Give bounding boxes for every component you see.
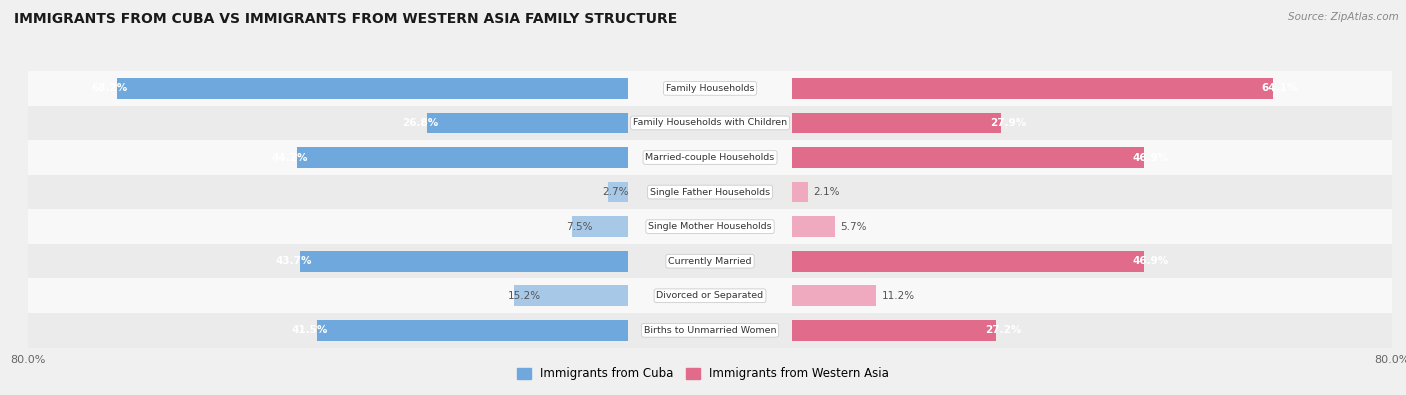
Bar: [607, 182, 628, 202]
Text: 15.2%: 15.2%: [508, 291, 541, 301]
Bar: [792, 244, 1392, 278]
Text: 41.5%: 41.5%: [292, 325, 328, 335]
Text: Single Father Households: Single Father Households: [650, 188, 770, 197]
Bar: [792, 175, 1392, 209]
Text: Married-couple Households: Married-couple Households: [645, 153, 775, 162]
Bar: [628, 313, 792, 348]
Text: IMMIGRANTS FROM CUBA VS IMMIGRANTS FROM WESTERN ASIA FAMILY STRUCTURE: IMMIGRANTS FROM CUBA VS IMMIGRANTS FROM …: [14, 12, 678, 26]
Text: Births to Unmarried Women: Births to Unmarried Women: [644, 326, 776, 335]
Text: 26.8%: 26.8%: [402, 118, 439, 128]
Text: 64.1%: 64.1%: [1261, 83, 1298, 93]
Text: 68.2%: 68.2%: [91, 83, 128, 93]
Bar: [427, 113, 628, 134]
Bar: [792, 71, 1392, 106]
Bar: [628, 209, 792, 244]
Bar: [792, 140, 1392, 175]
Text: 2.1%: 2.1%: [814, 187, 841, 197]
Text: Single Mother Households: Single Mother Households: [648, 222, 772, 231]
Bar: [515, 285, 628, 306]
Bar: [628, 244, 792, 278]
Text: Family Households: Family Households: [666, 84, 754, 93]
Bar: [301, 251, 628, 272]
Legend: Immigrants from Cuba, Immigrants from Western Asia: Immigrants from Cuba, Immigrants from We…: [512, 363, 894, 385]
Bar: [792, 313, 1392, 348]
Bar: [792, 278, 1392, 313]
Bar: [792, 320, 995, 340]
Bar: [28, 106, 628, 140]
Bar: [792, 113, 1001, 134]
Bar: [792, 251, 1143, 272]
Text: 43.7%: 43.7%: [276, 256, 312, 266]
Text: Family Households with Children: Family Households with Children: [633, 118, 787, 128]
Text: 2.7%: 2.7%: [602, 187, 628, 197]
Text: Divorced or Separated: Divorced or Separated: [657, 291, 763, 300]
Text: 5.7%: 5.7%: [841, 222, 868, 231]
Text: Currently Married: Currently Married: [668, 257, 752, 266]
Text: 44.2%: 44.2%: [271, 152, 308, 162]
Bar: [572, 216, 628, 237]
Bar: [297, 147, 628, 168]
Text: 46.9%: 46.9%: [1132, 152, 1168, 162]
Bar: [28, 209, 628, 244]
Bar: [28, 71, 628, 106]
Bar: [28, 175, 628, 209]
Bar: [792, 209, 1392, 244]
Bar: [316, 320, 628, 340]
Bar: [628, 175, 792, 209]
Bar: [792, 106, 1392, 140]
Bar: [28, 244, 628, 278]
Bar: [117, 78, 628, 99]
Text: 11.2%: 11.2%: [882, 291, 915, 301]
Text: 27.2%: 27.2%: [984, 325, 1021, 335]
Bar: [792, 78, 1272, 99]
Text: 27.9%: 27.9%: [990, 118, 1026, 128]
Text: 46.9%: 46.9%: [1132, 256, 1168, 266]
Text: Source: ZipAtlas.com: Source: ZipAtlas.com: [1288, 12, 1399, 22]
Bar: [628, 106, 792, 140]
Text: 7.5%: 7.5%: [567, 222, 592, 231]
Bar: [792, 216, 835, 237]
Bar: [28, 278, 628, 313]
Bar: [792, 285, 876, 306]
Bar: [628, 71, 792, 106]
Bar: [792, 147, 1143, 168]
Bar: [628, 278, 792, 313]
Bar: [628, 140, 792, 175]
Bar: [28, 140, 628, 175]
Bar: [792, 182, 807, 202]
Bar: [28, 313, 628, 348]
